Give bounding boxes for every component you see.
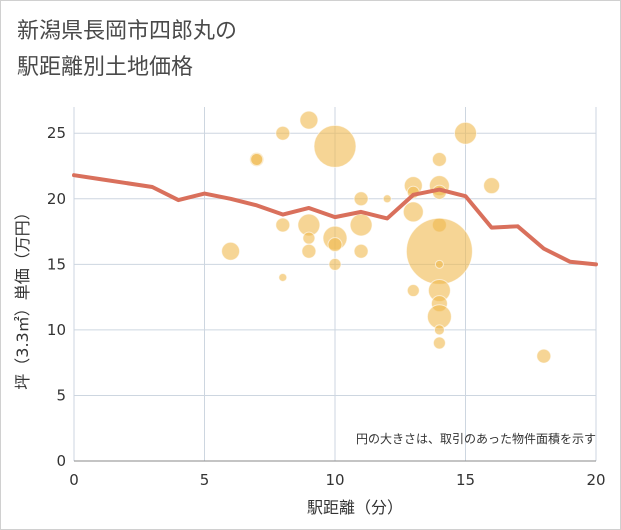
data-bubble <box>406 284 420 298</box>
data-bubble <box>483 177 501 195</box>
x-tick-label: 10 <box>325 471 344 489</box>
data-bubble <box>302 231 316 245</box>
data-bubble <box>431 151 447 167</box>
x-axis-title: 駅距離（分） <box>307 498 403 517</box>
trend-line-series <box>72 173 598 267</box>
data-bubble <box>349 213 373 237</box>
data-bubble <box>250 152 264 166</box>
size-note: 円の大きさは、取引のあった物件面積を示す <box>356 431 596 446</box>
data-bubble <box>328 257 342 271</box>
y-tick-label: 5 <box>56 386 66 404</box>
y-tick-label: 10 <box>47 321 66 339</box>
y-tick-label: 15 <box>47 255 66 273</box>
data-bubble <box>402 201 424 223</box>
data-bubble <box>433 324 445 336</box>
data-bubble <box>299 110 319 130</box>
data-bubble <box>434 259 444 269</box>
x-tick-label: 5 <box>200 471 210 489</box>
x-tick-label: 20 <box>586 471 605 489</box>
x-tick-label: 15 <box>456 471 475 489</box>
data-bubble <box>275 125 291 141</box>
data-bubble <box>313 124 357 168</box>
data-bubble <box>327 237 343 253</box>
data-bubble <box>536 348 552 364</box>
data-bubble <box>382 194 392 204</box>
data-bubble <box>278 272 288 282</box>
y-axis-title: 坪（3.3㎡）単価（万円） <box>13 204 32 389</box>
chart-title-line1: 新潟県長岡市四郎丸の <box>17 19 238 44</box>
trend-line <box>72 173 598 267</box>
data-bubble <box>454 121 477 145</box>
data-bubble <box>353 191 369 207</box>
x-tick-label: 0 <box>69 471 79 489</box>
axes: 0 5 10 15 20 0 5 10 15 20 25 <box>47 124 606 489</box>
chart-title: 新潟県長岡市四郎丸の 駅距離別土地価格 <box>17 14 237 86</box>
y-tick-label: 0 <box>56 452 66 470</box>
data-bubble <box>405 217 473 285</box>
y-tick-label: 25 <box>47 124 66 142</box>
data-bubble <box>353 243 369 259</box>
data-bubble <box>221 241 241 261</box>
data-bubble <box>432 336 446 350</box>
data-bubble <box>301 243 317 259</box>
y-tick-label: 20 <box>47 190 66 208</box>
chart-title-line2: 駅距離別土地価格 <box>17 55 194 80</box>
data-bubble <box>275 217 291 233</box>
